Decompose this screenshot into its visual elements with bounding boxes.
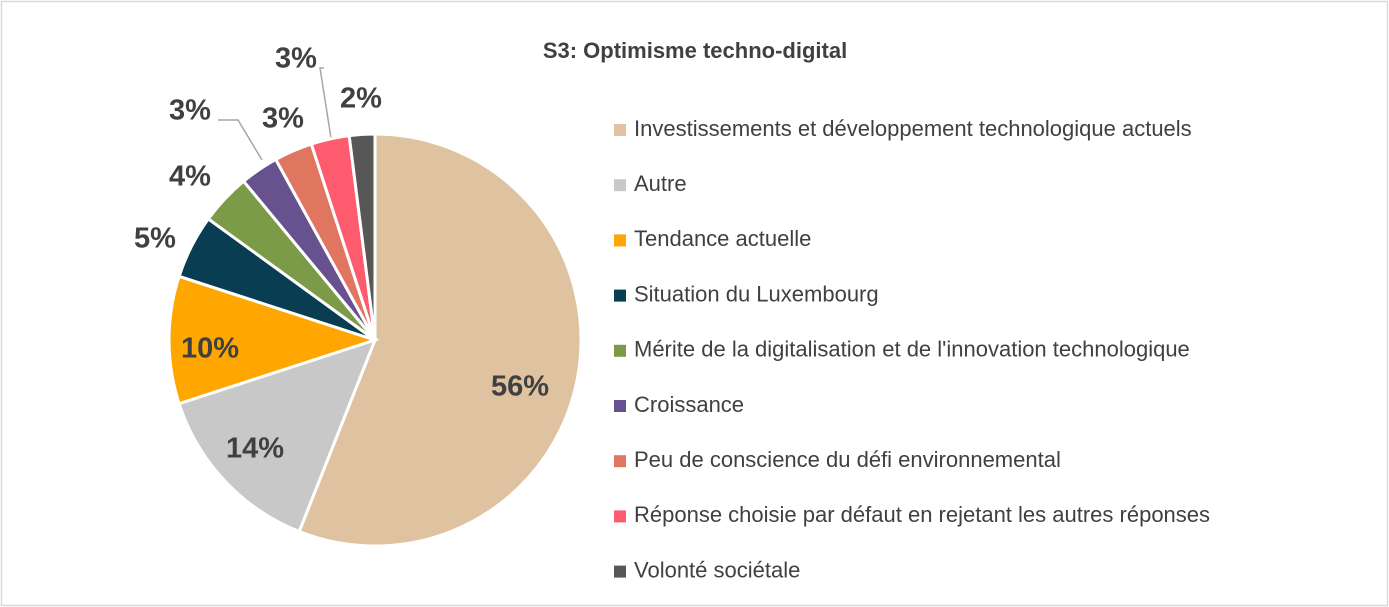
legend-label: Investissements et développement technol… [634, 116, 1192, 141]
pie-slice [297, 132, 583, 548]
pie-slice [167, 274, 380, 406]
legend-label: Peu de conscience du défi environnementa… [634, 447, 1061, 472]
legend-label: Autre [634, 171, 687, 196]
legend-swatch [614, 124, 626, 136]
legend-label: Croissance [634, 392, 744, 417]
legend-swatch [614, 400, 626, 412]
legend-swatch [614, 179, 626, 192]
legend-label: Volonté sociétale [634, 557, 800, 582]
data-label: 14% [226, 433, 284, 465]
legend-swatch [614, 344, 626, 357]
data-label: 56% [491, 371, 549, 403]
legend-label: Mérite de la digitalisation et de l'inno… [634, 337, 1190, 362]
data-label: 4% [169, 161, 211, 193]
leader-line [218, 119, 263, 161]
data-label: 3% [275, 43, 317, 75]
legend-swatch [614, 234, 626, 247]
data-label: 10% [181, 333, 239, 365]
leader-line [319, 67, 332, 139]
data-label: 3% [262, 103, 304, 135]
legend-label: Tendance actuelle [634, 226, 811, 251]
legend-swatch [614, 510, 626, 523]
pie-slice [347, 132, 377, 341]
data-label: 5% [134, 223, 176, 255]
legend-label: Situation du Luxembourg [634, 281, 879, 306]
legend-swatch [614, 289, 626, 302]
legend-swatch [614, 565, 626, 578]
legend-swatch [614, 455, 626, 468]
data-label: 2% [340, 83, 382, 115]
legend-label: Réponse choisie par défaut en rejetant l… [634, 502, 1210, 527]
chart-title: S3: Optimisme techno-digital [543, 38, 847, 63]
data-label: 3% [169, 95, 211, 127]
